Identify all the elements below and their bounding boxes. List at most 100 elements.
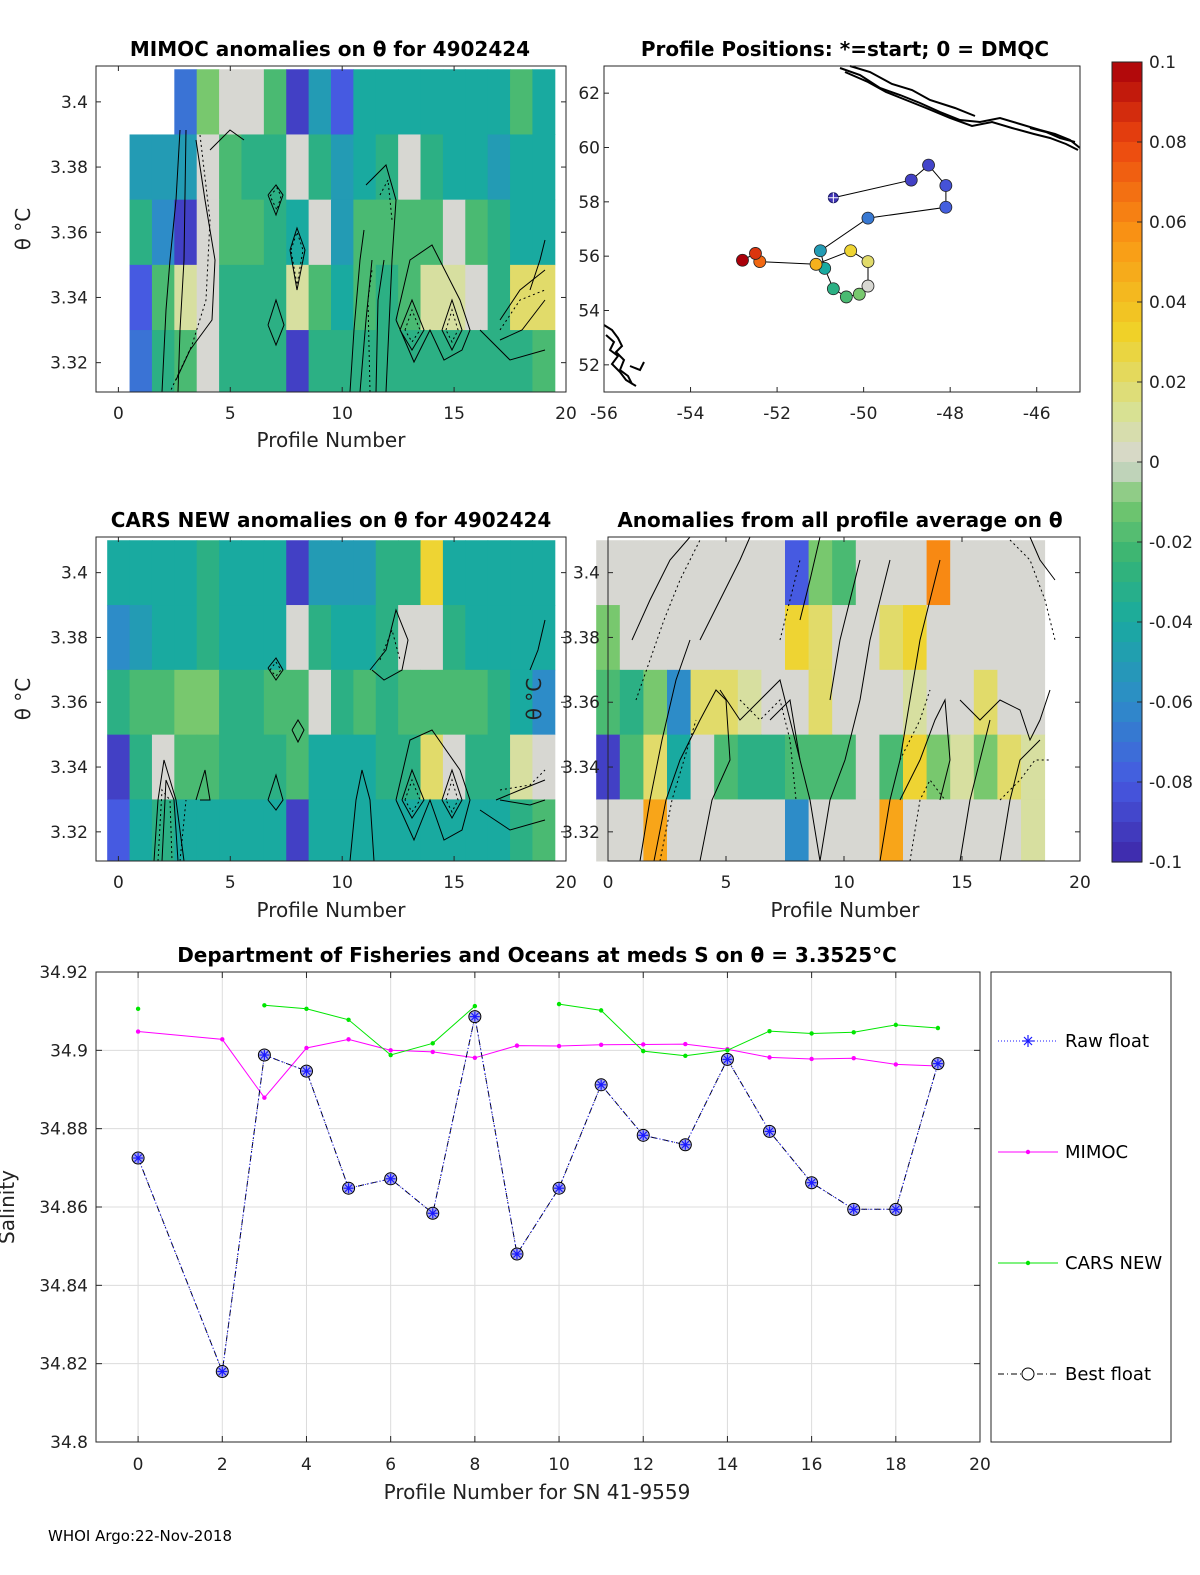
colorbar-band <box>1112 222 1142 243</box>
colorbar-band <box>1112 422 1142 443</box>
mimoc-cell <box>420 69 444 135</box>
mimoc-cell <box>219 264 242 331</box>
cars-new-point <box>893 1022 899 1028</box>
cars-cell <box>532 605 556 671</box>
cars-new-point <box>135 1006 141 1012</box>
ytick-label: 34.88 <box>39 1120 88 1140</box>
colorbar-band <box>1112 822 1142 843</box>
cars-cell <box>263 605 287 671</box>
cars-cell <box>510 799 533 862</box>
cars-new-point <box>304 1006 309 1012</box>
mimoc-point <box>893 1062 899 1067</box>
mimoc-cell <box>510 264 533 331</box>
cars-cell <box>420 799 444 862</box>
colorbar-ticks: 0.1 0.08 0.06 0.04 0.02 0 -0.02 -0.04 -0.06 -0.08… <box>1137 53 1193 873</box>
colorbar-band <box>1112 362 1142 383</box>
allavg-cell <box>690 734 715 800</box>
mimoc-cell <box>510 69 533 135</box>
xtick-label: 16 <box>801 1455 823 1475</box>
cars-new-point <box>935 1025 941 1031</box>
cars-cell <box>286 605 310 671</box>
colorbar-band <box>1112 502 1142 523</box>
cars-cell <box>532 540 556 606</box>
legend-label: MIMOC <box>1065 1142 1128 1163</box>
cars-cell <box>241 734 265 800</box>
xtick-label: 15 <box>443 404 465 424</box>
xtick-label: 5 <box>225 404 236 424</box>
mimoc-cell <box>442 134 466 201</box>
cars-cell <box>532 734 556 800</box>
xtick-label: 0 <box>603 873 614 893</box>
mimoc-point <box>767 1055 772 1060</box>
mimoc-cell <box>487 134 511 201</box>
cars-cell <box>286 669 310 736</box>
colorbar-band <box>1112 122 1142 143</box>
colorbar-band <box>1112 562 1142 583</box>
allavg-cell <box>737 669 762 736</box>
cars-contours-dotted <box>157 628 546 862</box>
colorbar-band <box>1112 442 1142 463</box>
mimoc-cell <box>420 330 444 393</box>
cars-cell <box>129 540 153 606</box>
mimoc-cell <box>532 134 556 201</box>
allavg-cell <box>1021 605 1046 671</box>
mimoc-cell <box>241 330 265 393</box>
colorbar-tick-label: -0.02 <box>1149 533 1193 553</box>
raw-float-point <box>932 1058 943 1069</box>
mimoc-cell <box>174 199 198 266</box>
cars-cell <box>487 669 511 736</box>
ytick-label: 56 <box>578 247 600 267</box>
cars-cell <box>420 734 444 800</box>
mimoc-cell <box>532 264 556 331</box>
colorbar-tick-label: -0.08 <box>1149 773 1193 793</box>
mimoc-cell <box>331 69 354 135</box>
mimoc-cell <box>532 330 556 393</box>
profile-position-point <box>809 257 823 271</box>
cars-cell <box>465 734 489 800</box>
ytick-label: 3.38 <box>50 158 88 178</box>
allavg-cell <box>973 669 998 736</box>
allavg-cell <box>855 799 880 862</box>
cars-cell <box>353 605 377 671</box>
allavg-cell <box>761 605 786 671</box>
mimoc-cell <box>263 69 287 135</box>
cars-cell <box>107 540 131 606</box>
cars-cell <box>465 540 489 606</box>
allavg-panel: Anomalies from all profile average on θ <box>522 508 1091 922</box>
ytick-label: 34.92 <box>39 963 88 983</box>
allavg-cell <box>690 540 715 606</box>
mimoc-cell <box>151 264 175 331</box>
ytick-label: 34.9 <box>50 1041 88 1061</box>
colorbar-band <box>1112 342 1142 363</box>
raw-float-point <box>596 1079 607 1090</box>
ytick-label: 3.4 <box>61 564 88 584</box>
cars-cell <box>465 799 489 862</box>
mimoc-cell <box>241 134 265 201</box>
allavg-cell <box>832 540 857 606</box>
mimoc-cell <box>510 330 533 393</box>
xtick-label: 6 <box>385 1455 396 1475</box>
xtick-label: 10 <box>331 873 353 893</box>
cars-new-point <box>430 1041 435 1046</box>
cars-cell <box>241 799 265 862</box>
salinity-legend: Raw float MIMOC CARS NEW Best float <box>990 971 1172 1443</box>
cars-new-point <box>598 1008 604 1013</box>
cars-cell <box>196 540 220 606</box>
cars-cell <box>196 799 220 862</box>
mimoc-cell <box>420 264 444 331</box>
cars-cell <box>510 669 533 736</box>
colorbar-tick-label: -0.04 <box>1149 613 1193 633</box>
colorbar-tick-label: -0.06 <box>1149 693 1193 713</box>
mimoc-point <box>683 1041 688 1047</box>
mimoc-cell <box>353 69 377 135</box>
allavg-cell <box>737 605 762 671</box>
allavg-cell <box>832 605 857 671</box>
colorbar-tick-label: 0.04 <box>1149 293 1187 313</box>
cars-cell <box>263 669 287 736</box>
ytick-label: 3.34 <box>50 288 88 308</box>
positions-axis-ticks: -56 -54 -52 -50 -48 -46 62 60 58 56 54 52 <box>578 84 1050 424</box>
allavg-cell <box>619 799 644 862</box>
allavg-cell <box>1021 734 1046 800</box>
start-marker <box>827 192 839 204</box>
colorbar-band <box>1112 782 1142 803</box>
